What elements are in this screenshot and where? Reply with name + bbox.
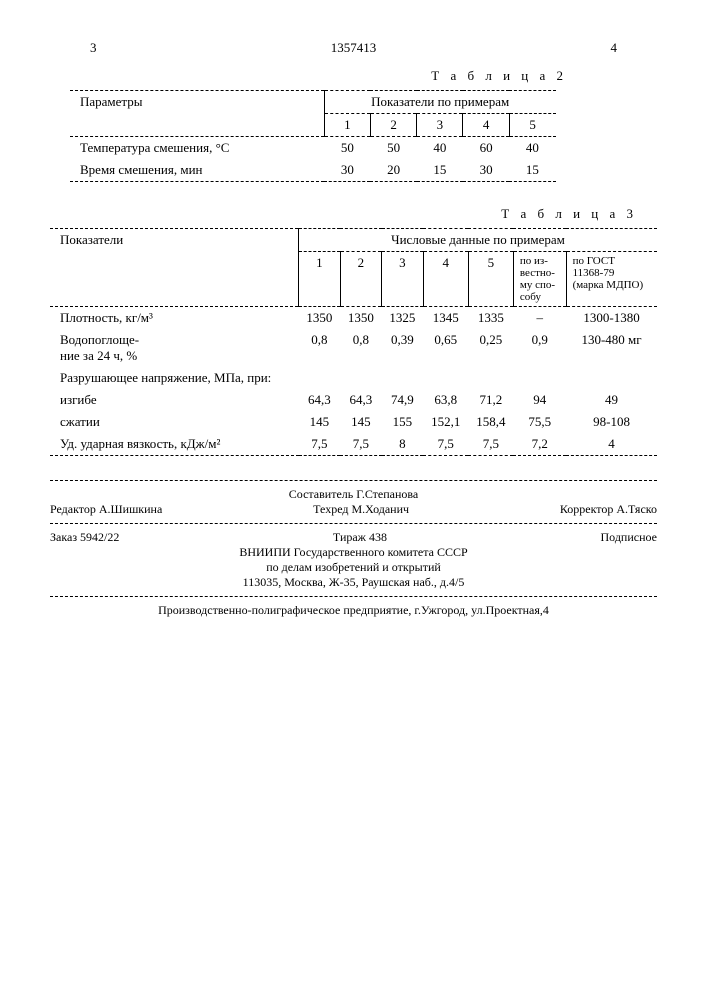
table2-col: 5 xyxy=(509,114,555,137)
footer: Составитель Г.Степанова Редактор А.Шишки… xyxy=(50,480,657,618)
page-right: 4 xyxy=(611,40,618,56)
table3-cell xyxy=(423,367,468,389)
table2-cell: 40 xyxy=(509,137,555,160)
table3-cell: 4 xyxy=(566,433,657,456)
footer-subscription: Подписное xyxy=(601,530,658,545)
table3-cell: 155 xyxy=(382,411,424,433)
table3-cell: 0,8 xyxy=(340,329,382,367)
table3-cell: 158,4 xyxy=(468,411,513,433)
table3-cell: 63,8 xyxy=(423,389,468,411)
table2: Параметры Показатели по примерам 12345 Т… xyxy=(70,90,556,182)
table3-col-known: по из- вестно- му спо- собу xyxy=(513,252,566,307)
table3-row-label: Разрушающее напряжение, МПа, при: xyxy=(50,367,299,389)
table3-col: 1 xyxy=(299,252,341,307)
table3-cell: 75,5 xyxy=(513,411,566,433)
table3-row-label: Уд. ударная вязкость, кДж/м² xyxy=(50,433,299,456)
table2-row-label: Температура смешения, °С xyxy=(70,137,324,160)
table2-group-header: Показатели по примерам xyxy=(324,91,555,114)
page-header: 3 1357413 4 xyxy=(50,40,657,56)
table3-row-label: Плотность, кг/м³ xyxy=(50,307,299,330)
patent-number: 1357413 xyxy=(97,40,611,56)
footer-compiler: Составитель Г.Степанова xyxy=(50,487,657,502)
table3-cell: 1325 xyxy=(382,307,424,330)
footer-addr1: 113035, Москва, Ж-35, Раушская наб., д.4… xyxy=(50,575,657,590)
table3-row-label: сжатии xyxy=(50,411,299,433)
table2-row-label: Время смешения, мин xyxy=(70,159,324,182)
table3-row-label: Водопоглоще- ние за 24 ч, % xyxy=(50,329,299,367)
table2-cell: 40 xyxy=(417,137,463,160)
table3-cell: 152,1 xyxy=(423,411,468,433)
table2-col: 1 xyxy=(324,114,370,137)
table3-cell xyxy=(513,367,566,389)
table2-cell: 30 xyxy=(324,159,370,182)
table3-cell: 0,9 xyxy=(513,329,566,367)
table3-cell: 1350 xyxy=(340,307,382,330)
table2-cell: 50 xyxy=(324,137,370,160)
table3-cell: 0,39 xyxy=(382,329,424,367)
table3-cell: 7,5 xyxy=(423,433,468,456)
footer-org2: по делам изобретений и открытий xyxy=(50,560,657,575)
table3-cell: 1300-1380 xyxy=(566,307,657,330)
table3-cell xyxy=(382,367,424,389)
table3-cell: 0,8 xyxy=(299,329,341,367)
table3-cell: – xyxy=(513,307,566,330)
table2-cell: 20 xyxy=(370,159,416,182)
table3-cell: 7,2 xyxy=(513,433,566,456)
table2-cell: 50 xyxy=(370,137,416,160)
table2-cell: 15 xyxy=(509,159,555,182)
table2-cell: 15 xyxy=(417,159,463,182)
table3-cell xyxy=(299,367,341,389)
table3-col: 4 xyxy=(423,252,468,307)
table3-cell: 1345 xyxy=(423,307,468,330)
table2-cell: 60 xyxy=(463,137,509,160)
table3-cell: 94 xyxy=(513,389,566,411)
table3-cell: 8 xyxy=(382,433,424,456)
table2-title: Т а б л и ц а 2 xyxy=(50,68,657,84)
footer-tirazh: Тираж 438 xyxy=(333,530,387,545)
table3-col-gost: по ГОСТ 11368-79 (марка МДПО) xyxy=(566,252,657,307)
table3-cell: 145 xyxy=(299,411,341,433)
table3-cell: 0,65 xyxy=(423,329,468,367)
footer-org1: ВНИИПИ Государственного комитета СССР xyxy=(50,545,657,560)
table3-cell: 0,25 xyxy=(468,329,513,367)
table2-col: 4 xyxy=(463,114,509,137)
table3-cell: 7,5 xyxy=(299,433,341,456)
table3-cell: 1335 xyxy=(468,307,513,330)
table3-param-header: Показатели xyxy=(50,229,299,307)
table3-cell: 71,2 xyxy=(468,389,513,411)
table3-cell xyxy=(468,367,513,389)
table2-col: 2 xyxy=(370,114,416,137)
table3-cell: 145 xyxy=(340,411,382,433)
table3-col: 5 xyxy=(468,252,513,307)
table2-cell: 30 xyxy=(463,159,509,182)
table3-col: 2 xyxy=(340,252,382,307)
table3-cell: 98-108 xyxy=(566,411,657,433)
footer-corrector: Корректор А.Тяско xyxy=(560,502,657,517)
footer-tech: Техред М.Ходанич xyxy=(313,502,409,517)
footer-printer: Производственно-полиграфическое предприя… xyxy=(50,603,657,618)
table3-col: 3 xyxy=(382,252,424,307)
table2-param-header: Параметры xyxy=(70,91,324,137)
table3-group-header: Числовые данные по примерам xyxy=(299,229,657,252)
table3-cell: 1350 xyxy=(299,307,341,330)
table3-cell xyxy=(566,367,657,389)
table3-cell: 74,9 xyxy=(382,389,424,411)
footer-editor: Редактор А.Шишкина xyxy=(50,502,162,517)
table3-cell: 7,5 xyxy=(340,433,382,456)
table3-row-label: изгибе xyxy=(50,389,299,411)
table3-cell: 64,3 xyxy=(340,389,382,411)
table3-title: Т а б л и ц а 3 xyxy=(50,206,657,222)
table3-cell: 7,5 xyxy=(468,433,513,456)
table3-cell: 64,3 xyxy=(299,389,341,411)
table2-col: 3 xyxy=(417,114,463,137)
table3: Показатели Числовые данные по примерам 1… xyxy=(50,228,657,456)
table3-cell xyxy=(340,367,382,389)
table3-cell: 130-480 мг xyxy=(566,329,657,367)
footer-order: Заказ 5942/22 xyxy=(50,530,119,545)
table3-cell: 49 xyxy=(566,389,657,411)
